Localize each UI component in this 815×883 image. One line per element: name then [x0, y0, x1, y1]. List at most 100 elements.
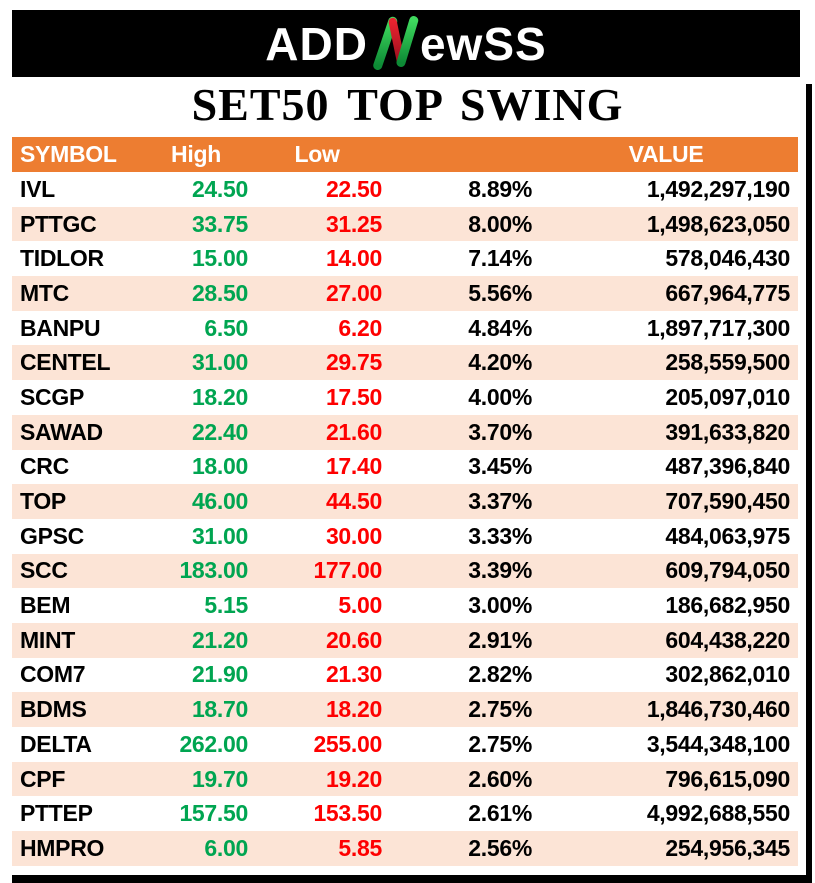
cell-low: 14.00	[325, 245, 382, 272]
cell-high: 21.90	[191, 661, 248, 688]
cell-low: 19.20	[325, 765, 382, 792]
cell-value: 1,498,623,050	[646, 210, 790, 237]
cell-symbol: BEM	[20, 592, 71, 619]
cell-pct: 2.91%	[468, 626, 532, 653]
table-row: PTTEP 157.50 153.50 2.61% 4,992,688,550	[12, 796, 798, 832]
table-row: BEM 5.15 5.00 3.00% 186,682,950	[12, 588, 798, 623]
cell-symbol: TIDLOR	[20, 245, 104, 272]
cell-high: 6.00	[204, 834, 248, 861]
cell-low: 27.00	[325, 279, 382, 306]
cell-low: 5.85	[338, 834, 382, 861]
table-row: HMPRO 6.00 5.85 2.56% 254,956,345	[12, 831, 798, 866]
cell-symbol: BDMS	[20, 696, 87, 723]
logo-text-prefix: ADD	[265, 17, 368, 70]
cell-symbol: CENTEL	[20, 349, 111, 376]
cell-symbol: SAWAD	[20, 418, 103, 445]
cell-value: 609,794,050	[665, 557, 790, 584]
cell-pct: 3.33%	[468, 522, 532, 549]
table-row: DELTA 262.00 255.00 2.75% 3,544,348,100	[12, 727, 798, 762]
table-row: TOP 46.00 44.50 3.37% 707,590,450	[12, 484, 798, 519]
cell-low: 17.40	[325, 453, 382, 480]
cell-pct: 3.45%	[468, 453, 532, 480]
cell-value: 604,438,220	[665, 626, 790, 653]
header-value: VALUE	[628, 141, 704, 167]
table-row: BDMS 18.70 18.20 2.75% 1,846,730,460	[12, 692, 798, 727]
bottom-frame-strip	[12, 875, 812, 883]
cell-pct: 8.00%	[468, 210, 532, 237]
cell-symbol: COM7	[20, 661, 86, 688]
cell-high: 15.00	[191, 245, 248, 272]
cell-low: 22.50	[325, 175, 382, 202]
logo-n-icon	[373, 15, 419, 70]
cell-pct: 2.82%	[468, 661, 532, 688]
cell-symbol: PTTEP	[20, 800, 93, 827]
cell-pct: 3.70%	[468, 418, 532, 445]
cell-low: 17.50	[325, 383, 382, 410]
cell-low: 31.25	[325, 210, 382, 237]
cell-pct: 2.60%	[468, 765, 532, 792]
table-row: GPSC 31.00 30.00 3.33% 484,063,975	[12, 518, 798, 554]
cell-value: 3,544,348,100	[646, 730, 790, 757]
cell-symbol: TOP	[20, 488, 66, 515]
cell-symbol: SCGP	[20, 383, 84, 410]
cell-value: 487,396,840	[665, 453, 790, 480]
cell-low: 20.60	[325, 626, 382, 653]
cell-pct: 2.61%	[468, 800, 532, 827]
cell-value: 391,633,820	[665, 418, 790, 445]
cell-high: 33.75	[191, 210, 248, 237]
page-title: SET50 TOP SWING	[191, 79, 624, 130]
cell-low: 5.00	[338, 592, 382, 619]
cell-high: 157.50	[179, 800, 248, 827]
cell-high: 24.50	[191, 175, 248, 202]
table-row: BANPU 6.50 6.20 4.84% 1,897,717,300	[12, 310, 798, 346]
cell-high: 183.00	[179, 557, 248, 584]
table-row: CPF 19.70 19.20 2.60% 796,615,090	[12, 761, 798, 797]
cell-value: 186,682,950	[665, 592, 790, 619]
table-row: IVL 24.50 22.50 8.89% 1,492,297,190	[12, 172, 798, 207]
cell-symbol: SCC	[20, 557, 68, 584]
header-symbol: SYMBOL	[20, 141, 117, 167]
cell-low: 177.00	[313, 557, 382, 584]
table-row: SCGP 18.20 17.50 4.00% 205,097,010	[12, 380, 798, 415]
table-row: SAWAD 22.40 21.60 3.70% 391,633,820	[12, 414, 798, 450]
cell-value: 578,046,430	[665, 245, 790, 272]
right-frame-strip	[806, 84, 812, 883]
logo-text-suffix: ewSS	[419, 17, 547, 70]
cell-symbol: BANPU	[20, 314, 101, 341]
table-row: MTC 28.50 27.00 5.56% 667,964,775	[12, 276, 798, 311]
cell-symbol: MINT	[20, 626, 76, 653]
cell-low: 21.60	[325, 418, 382, 445]
cell-low: 44.50	[325, 488, 382, 515]
table-row: CRC 18.00 17.40 3.45% 487,396,840	[12, 449, 798, 485]
cell-value: 667,964,775	[665, 279, 790, 306]
table-body: IVL 24.50 22.50 8.89% 1,492,297,190 PTTGC 33.7…	[12, 172, 798, 866]
cell-value: 484,063,975	[665, 522, 790, 549]
cell-symbol: PTTGC	[20, 210, 97, 237]
cell-high: 18.70	[191, 696, 248, 723]
cell-high: 31.00	[191, 349, 248, 376]
header-low: Low	[294, 141, 340, 167]
cell-high: 28.50	[191, 279, 248, 306]
cell-high: 19.70	[191, 765, 248, 792]
cell-value: 1,492,297,190	[646, 175, 790, 202]
cell-symbol: CPF	[20, 765, 66, 792]
cell-value: 254,956,345	[665, 834, 790, 861]
table-row: COM7 21.90 21.30 2.82% 302,862,010	[12, 657, 798, 693]
cell-pct: 2.56%	[468, 834, 532, 861]
cell-pct: 4.84%	[468, 314, 532, 341]
table-row: SCC 183.00 177.00 3.39% 609,794,050	[12, 553, 798, 589]
table-row: TIDLOR 15.00 14.00 7.14% 578,046,430	[12, 241, 798, 277]
top-banner: ADD ewSS	[12, 10, 800, 77]
cell-pct: 7.14%	[468, 245, 532, 272]
cell-pct: 2.75%	[468, 696, 532, 723]
addnewss-logo: ADD ewSS	[265, 12, 546, 76]
cell-pct: 3.37%	[468, 488, 532, 515]
cell-high: 5.15	[204, 592, 248, 619]
cell-symbol: GPSC	[20, 522, 84, 549]
cell-high: 18.20	[191, 383, 248, 410]
cell-pct: 3.00%	[468, 592, 532, 619]
cell-high: 22.40	[191, 418, 248, 445]
header-high: High	[171, 141, 221, 167]
cell-high: 46.00	[191, 488, 248, 515]
cell-value: 258,559,500	[665, 349, 790, 376]
